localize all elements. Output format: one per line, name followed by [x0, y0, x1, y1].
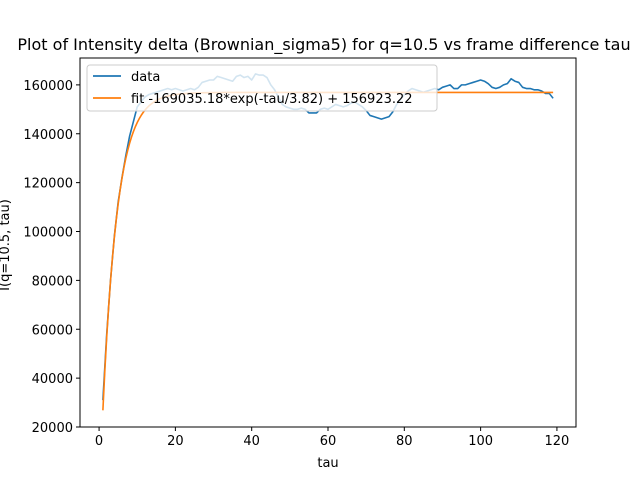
- y-tick-label: 20000: [32, 421, 73, 436]
- y-axis-ticks: 20000 40000 60000 80000 100000 120000 140000 16…: [23, 79, 80, 436]
- legend-label-data: data: [131, 70, 160, 85]
- y-tick-label: 120000: [23, 177, 73, 192]
- x-tick-label: 0: [95, 434, 103, 449]
- y-tick-label: 80000: [32, 274, 73, 289]
- x-axis-ticks: 0 20 40 60 80 100 120: [95, 427, 569, 449]
- x-axis-label: tau: [317, 456, 338, 471]
- x-tick-label: 40: [243, 434, 260, 449]
- y-axis-label: I(q=10.5, tau): [0, 199, 13, 291]
- x-tick-label: 120: [545, 434, 570, 449]
- plot-frame: [79, 57, 577, 428]
- y-tick-label: 140000: [23, 128, 73, 143]
- y-tick-label: 160000: [23, 79, 73, 94]
- y-tick-label: 100000: [23, 226, 73, 241]
- chart-title: Plot of Intensity delta (Brownian_sigma5…: [17, 35, 630, 55]
- x-tick-label: 100: [468, 434, 493, 449]
- legend-box: [86, 64, 438, 112]
- legend-label-fit: fit -169035.18*exp(-tau/3.82) + 156923.2…: [131, 92, 413, 107]
- y-tick-label: 60000: [32, 323, 73, 338]
- y-tick-label: 40000: [32, 372, 73, 387]
- legend: data fit -169035.18*exp(-tau/3.82) + 156…: [86, 64, 438, 112]
- x-tick-label: 20: [167, 434, 184, 449]
- x-tick-label: 80: [396, 434, 413, 449]
- x-tick-label: 60: [320, 434, 337, 449]
